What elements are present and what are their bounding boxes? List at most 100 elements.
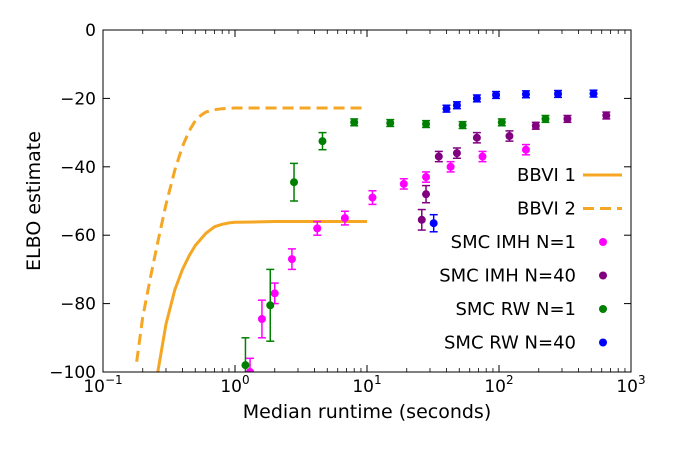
marker: [266, 301, 275, 310]
marker: [563, 114, 572, 123]
data-point-2-1: [417, 208, 426, 231]
marker: [246, 368, 255, 372]
y-tick-label-5: −80: [60, 295, 96, 315]
x-tick-label-2: 100: [220, 373, 249, 397]
marker: [452, 149, 461, 158]
marker: [422, 173, 431, 182]
marker: [386, 119, 395, 128]
data-point-1-5: [313, 220, 322, 236]
data-point-4-8: [589, 89, 598, 98]
data-point-3-8: [458, 120, 467, 130]
marker: [505, 132, 514, 141]
data-point-1-1: [246, 357, 255, 372]
marker: [452, 101, 461, 110]
data-point-1-10: [446, 160, 455, 173]
y-tick-label-4: −60: [60, 226, 96, 246]
marker: [521, 90, 530, 99]
data-point-3-5: [350, 118, 359, 127]
marker: [434, 152, 443, 161]
x-axis-label: Median runtime (seconds): [243, 401, 492, 423]
legend-label: SMC IMH N=40: [439, 266, 576, 287]
plot-area: [135, 89, 611, 372]
marker: [478, 152, 487, 161]
data-point-3-6: [386, 118, 395, 128]
data-point-2-9: [602, 111, 611, 120]
legend-dot-swatch: [599, 271, 607, 280]
data-point-3-4: [318, 131, 327, 151]
x-tick-label-5: 103: [616, 373, 645, 397]
marker: [446, 162, 455, 171]
legend-label: SMC IMH N=1: [451, 232, 576, 253]
legend-label: SMC RW N=1: [455, 299, 576, 320]
data-point-1-8: [399, 178, 408, 190]
marker: [257, 314, 266, 323]
legend-item-4: SMC IMH N=40: [439, 266, 607, 287]
legend-label: SMC RW N=40: [444, 333, 576, 354]
marker: [340, 214, 349, 223]
data-point-2-2: [422, 184, 431, 204]
data-point-2-7: [531, 121, 540, 130]
data-point-1-11: [478, 150, 487, 163]
data-point-1-9: [422, 171, 431, 183]
marker: [399, 179, 408, 188]
data-point-1-3: [270, 282, 279, 305]
marker: [422, 190, 431, 199]
legend-item-3: SMC IMH N=1: [451, 232, 607, 253]
marker: [458, 121, 467, 130]
legend-item-1: BBVI 1: [517, 165, 622, 186]
data-point-1-7: [368, 189, 377, 206]
y-tick-label-3: −40: [60, 158, 96, 178]
legend-label: BBVI 1: [517, 165, 576, 186]
marker: [541, 114, 550, 123]
marker: [589, 89, 598, 98]
data-point-3-2: [266, 268, 275, 342]
data-point-3-9: [497, 118, 506, 127]
marker: [531, 121, 540, 130]
marker: [472, 133, 481, 142]
data-point-2-3: [434, 150, 443, 163]
data-point-1-12: [521, 143, 530, 156]
y-tick-label-6: −100: [49, 363, 96, 383]
data-point-4-5: [492, 90, 501, 100]
x-tick-label-3: 101: [352, 373, 381, 397]
data-point-3-7: [422, 119, 431, 129]
legend: BBVI 1 BBVI 2 SMC IMH N=1 SMC IMH N=40 SMC R…: [439, 165, 622, 354]
legend-item-6: SMC RW N=40: [444, 333, 607, 354]
data-point-1-4: [287, 248, 296, 271]
marker: [350, 118, 359, 127]
marker: [521, 145, 530, 154]
marker: [472, 94, 481, 103]
series-line-2: [135, 106, 367, 362]
data-point-4-2: [442, 104, 451, 113]
marker: [287, 255, 296, 264]
legend-item-5: SMC RW N=1: [455, 299, 607, 320]
series-line-1: [156, 220, 367, 372]
data-point-2-5: [472, 131, 481, 144]
marker: [497, 118, 506, 127]
marker: [270, 289, 279, 298]
data-point-2-8: [563, 114, 572, 124]
data-point-3-10: [541, 114, 550, 124]
y-tick-label-2: −20: [60, 89, 96, 109]
legend-dot-swatch: [599, 238, 607, 246]
marker: [318, 137, 327, 146]
data-point-4-7: [554, 89, 563, 99]
legend-dot-swatch: [599, 305, 607, 313]
marker: [429, 219, 438, 228]
marker: [368, 193, 377, 202]
marker: [492, 90, 501, 99]
legend-item-2: BBVI 2: [517, 199, 622, 220]
data-point-2-6: [505, 130, 514, 142]
data-point-3-3: [290, 162, 299, 202]
data-point-1-6: [340, 210, 349, 226]
data-point-4-3: [452, 101, 461, 110]
data-point-4-1: [429, 213, 438, 233]
marker: [417, 215, 426, 224]
data-point-1-2: [257, 299, 266, 339]
y-tick-label-1: 0: [85, 21, 96, 41]
y-axis-label: ELBO estimate: [23, 131, 45, 271]
data-point-4-4: [472, 94, 481, 103]
x-tick-label-4: 102: [484, 373, 513, 397]
